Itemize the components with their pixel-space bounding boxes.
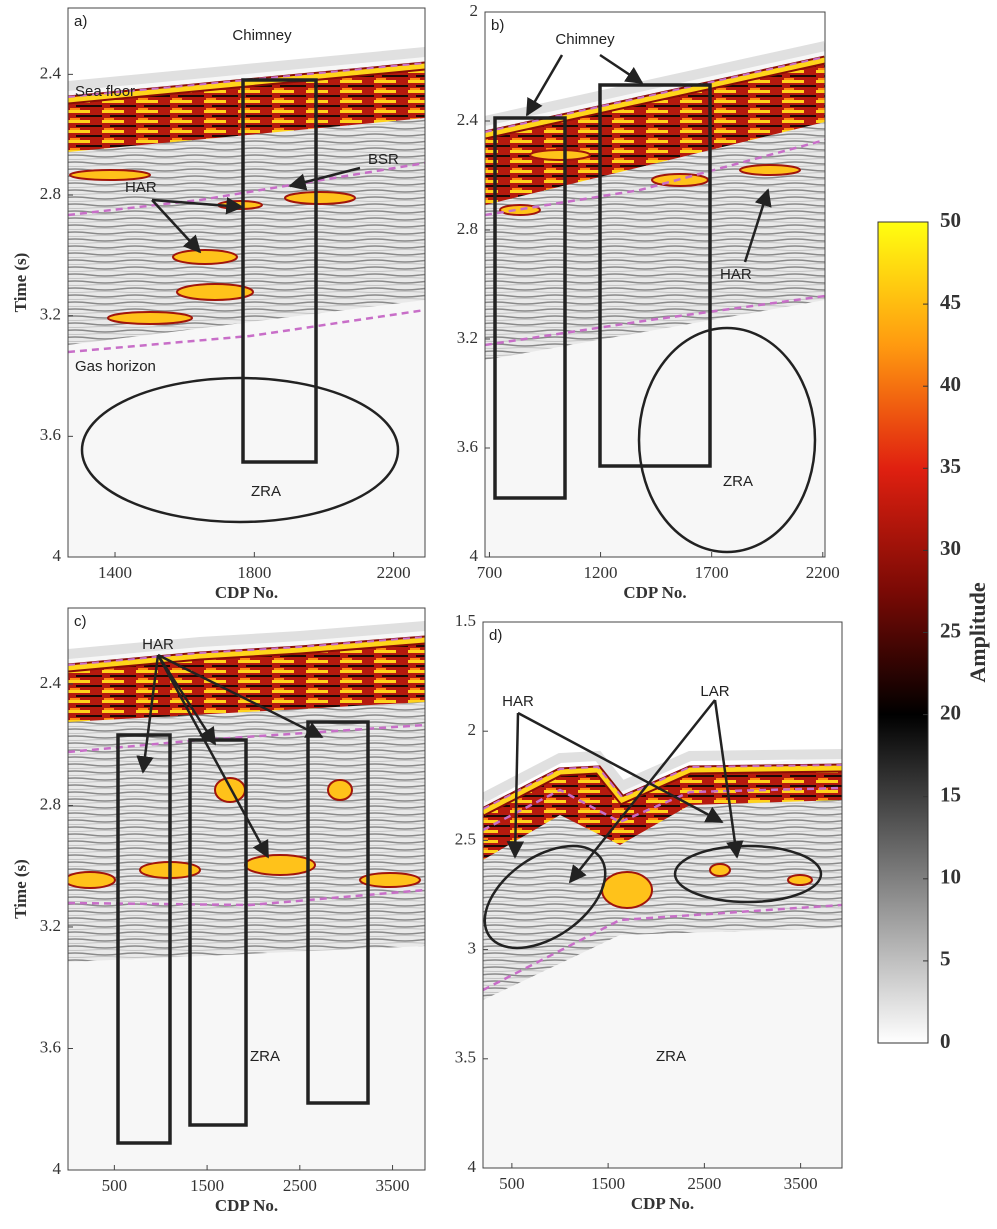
colorbar-tick-label: 30 bbox=[940, 536, 961, 560]
x-tick-label: 3500 bbox=[376, 1176, 410, 1195]
annotation: Chimney bbox=[232, 27, 292, 44]
annotation: HAR bbox=[502, 693, 534, 710]
annotation: HAR bbox=[125, 179, 157, 196]
annotation: BSR bbox=[368, 151, 399, 168]
y-tick-label: 4 bbox=[53, 546, 62, 565]
x-tick-label: 2200 bbox=[806, 563, 840, 582]
y-tick-label: 1.5 bbox=[455, 611, 476, 630]
x-tick-label: 1200 bbox=[584, 563, 618, 582]
amplitude-blob bbox=[108, 312, 192, 324]
x-axis-label: CDP No. bbox=[215, 583, 278, 602]
annotation: ZRA bbox=[251, 483, 281, 500]
colorbar-tick-label: 20 bbox=[940, 700, 961, 724]
y-tick-label: 2 bbox=[470, 1, 479, 20]
y-tick-label: 4 bbox=[53, 1159, 62, 1178]
amplitude-blob bbox=[245, 855, 315, 875]
x-tick-label: 1700 bbox=[695, 563, 729, 582]
y-tick-label: 2.8 bbox=[40, 794, 61, 813]
panel-label: a) bbox=[74, 13, 87, 30]
annotation: ZRA bbox=[723, 473, 753, 490]
section bbox=[483, 622, 842, 1168]
amplitude-blob bbox=[285, 192, 355, 204]
colorbar-tick-label: 45 bbox=[940, 290, 961, 314]
y-tick-label: 4 bbox=[470, 546, 479, 565]
annotation: HAR bbox=[720, 266, 752, 283]
amplitude-blob bbox=[788, 875, 812, 885]
y-tick-label: 3.2 bbox=[457, 328, 478, 347]
y-tick-label: 3.6 bbox=[40, 425, 61, 444]
amplitude-blob bbox=[328, 780, 352, 800]
y-tick-label: 2 bbox=[468, 720, 477, 739]
colorbar-tick-label: 15 bbox=[940, 783, 961, 807]
annotation: Sea floor bbox=[75, 83, 135, 100]
x-tick-label: 1500 bbox=[591, 1174, 625, 1193]
colorbar-tick-label: 40 bbox=[940, 372, 961, 396]
colorbar-tick-label: 0 bbox=[940, 1029, 951, 1053]
amplitude-blob bbox=[65, 872, 115, 888]
y-tick-label: 2.4 bbox=[40, 673, 62, 692]
x-axis-label: CDP No. bbox=[215, 1196, 278, 1215]
panel-label: c) bbox=[74, 613, 87, 630]
y-tick-label: 3.6 bbox=[457, 437, 478, 456]
x-axis-label: CDP No. bbox=[631, 1194, 694, 1213]
annotation: Gas horizon bbox=[75, 358, 156, 375]
colorbar-label: Amplitude bbox=[965, 582, 990, 682]
colorbar bbox=[878, 222, 928, 1043]
x-tick-label: 1400 bbox=[98, 563, 132, 582]
y-tick-label: 3.2 bbox=[40, 916, 61, 935]
y-tick-label: 3.6 bbox=[40, 1037, 61, 1056]
panel-label: b) bbox=[491, 17, 504, 34]
x-tick-label: 2500 bbox=[283, 1176, 317, 1195]
annotation: ZRA bbox=[656, 1048, 686, 1065]
colorbar-tick-label: 35 bbox=[940, 454, 961, 478]
page: {"chart_data": [ {"type": "seismic", "la… bbox=[0, 0, 997, 1229]
colorbar-tick-label: 5 bbox=[940, 947, 951, 971]
annotation: Chimney bbox=[555, 31, 615, 48]
y-tick-label: 2.5 bbox=[455, 829, 476, 848]
amplitude-blob bbox=[710, 864, 730, 876]
figure: Sea floor Chimney BSR HAR Gas horizon ZRA a) 14… bbox=[0, 0, 997, 1229]
x-tick-label: 2500 bbox=[687, 1174, 721, 1193]
y-axis-label: Time (s) bbox=[11, 859, 30, 919]
panel-label: d) bbox=[489, 627, 502, 644]
y-tick-label: 3.5 bbox=[455, 1048, 476, 1067]
colorbar-tick-label: 10 bbox=[940, 865, 961, 889]
amplitude-blob bbox=[602, 872, 652, 908]
y-tick-label: 2.4 bbox=[457, 110, 479, 129]
x-tick-label: 1500 bbox=[190, 1176, 224, 1195]
amplitude-blob bbox=[740, 165, 800, 175]
x-axis-label: CDP No. bbox=[623, 583, 686, 602]
x-tick-label: 500 bbox=[102, 1176, 128, 1195]
x-tick-label: 1800 bbox=[237, 563, 271, 582]
y-tick-label: 2.4 bbox=[40, 63, 62, 82]
x-tick-label: 2200 bbox=[377, 563, 411, 582]
x-tick-label: 700 bbox=[477, 563, 503, 582]
colorbar-tick-label: 25 bbox=[940, 618, 961, 642]
y-tick-label: 2.8 bbox=[457, 219, 478, 238]
y-tick-label: 2.8 bbox=[40, 184, 61, 203]
amplitude-blob bbox=[215, 778, 245, 802]
y-tick-label: 4 bbox=[468, 1157, 477, 1176]
y-tick-label: 3 bbox=[468, 939, 477, 958]
x-tick-label: 3500 bbox=[784, 1174, 818, 1193]
amplitude-blob bbox=[173, 250, 237, 264]
annotation: ZRA bbox=[250, 1048, 280, 1065]
annotation: HAR bbox=[142, 636, 174, 653]
annotation: LAR bbox=[700, 683, 729, 700]
x-tick-label: 500 bbox=[499, 1174, 525, 1193]
section bbox=[485, 12, 825, 557]
colorbar-tick-label: 50 bbox=[940, 208, 961, 232]
amplitude-blob bbox=[530, 150, 590, 160]
y-tick-label: 3.2 bbox=[40, 305, 61, 324]
y-axis-label: Time (s) bbox=[11, 253, 30, 313]
